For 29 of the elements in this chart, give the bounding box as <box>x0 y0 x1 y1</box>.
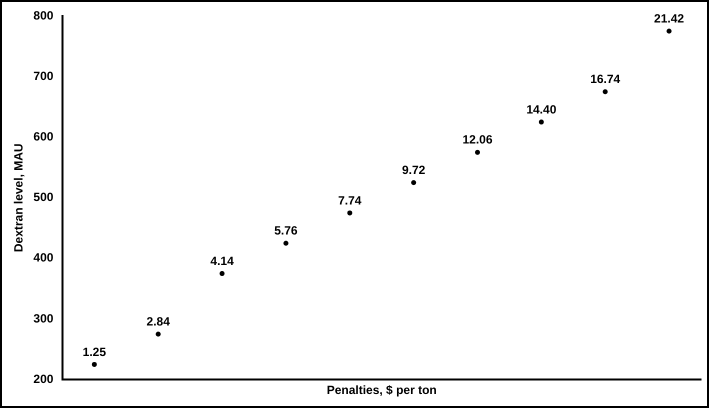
point <box>92 362 97 367</box>
point <box>156 332 161 337</box>
annotation: 12.06 <box>462 132 493 147</box>
point <box>666 28 672 34</box>
point <box>283 240 288 246</box>
x-axis-title: Penalties, $ per ton <box>326 383 437 398</box>
y-tick-label: 300 <box>33 311 54 326</box>
annotation: 21.42 <box>654 11 684 26</box>
point <box>602 89 608 94</box>
annotation: 5.76 <box>274 224 298 238</box>
y-tick-label: 700 <box>33 68 54 83</box>
annotation: 4.14 <box>210 254 234 268</box>
annotation: 16.74 <box>590 72 621 86</box>
y-tick-label: 800 <box>33 8 54 22</box>
annotation: 1.25 <box>82 344 106 359</box>
y-tick-label: 400 <box>33 250 54 265</box>
annotation: 7.74 <box>338 193 362 208</box>
annotation: 14.40 <box>526 102 557 116</box>
y-tick-label: 600 <box>33 130 54 144</box>
y-axis-title: Dextran level, MAU <box>12 143 26 252</box>
point <box>538 120 544 125</box>
y-tick-label: 200 <box>33 372 54 386</box>
annotation: 2.84 <box>146 314 170 328</box>
point <box>475 150 480 155</box>
point <box>220 271 225 276</box>
annotation: 9.72 <box>402 162 426 177</box>
y-tick-label: 500 <box>33 190 54 204</box>
point <box>411 180 416 186</box>
point <box>347 210 352 216</box>
